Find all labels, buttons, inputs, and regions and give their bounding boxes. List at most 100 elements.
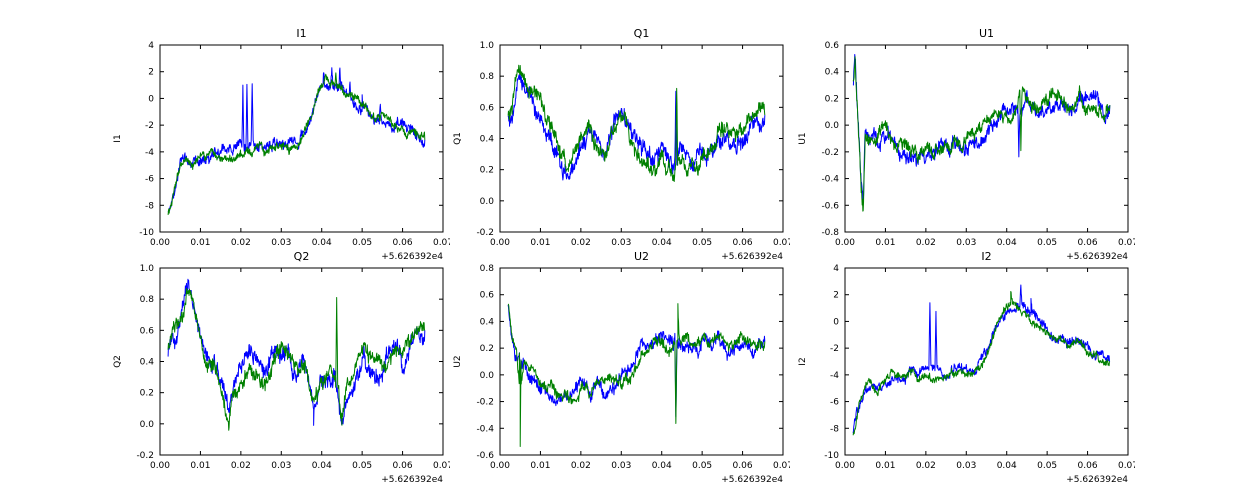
- x-tick-label: 0.07: [1118, 238, 1135, 248]
- y-tick-label: 0.2: [480, 344, 494, 354]
- x-tick-label: 0.04: [312, 238, 332, 248]
- y-tick-label: -6: [145, 175, 154, 185]
- x-tick-label: 0.00: [835, 238, 855, 248]
- y-tick-label: 0.6: [825, 41, 840, 51]
- x-tick-label: 0.04: [997, 461, 1017, 471]
- x-tick-label: 0.01: [530, 461, 550, 471]
- x-tick-label: 0.04: [997, 238, 1017, 248]
- x-tick-label: 0.03: [271, 461, 291, 471]
- x-tick-label: 0.00: [150, 461, 170, 471]
- x-tick-label: 0.00: [150, 238, 170, 248]
- axes-border: [844, 44, 1129, 233]
- y-tick-label: -4: [830, 371, 839, 381]
- x-tick-label: 0.01: [530, 238, 550, 248]
- y-tick-label: 0.4: [825, 68, 840, 78]
- subplot-u1: 0.00 0.01 0.02 0.03 0.04 0.05 0.06 0.07 -0.8 -0.6…: [785, 25, 1138, 270]
- x-tick-label: 0.04: [652, 461, 672, 471]
- x-tick-label: 0.06: [733, 238, 753, 248]
- chart-svg-u2: 0.00 0.01 0.02 0.03 0.04 0.05 0.06 0.07 -0.6 -0.4…: [453, 250, 793, 485]
- y-tick-label: 0: [833, 317, 839, 327]
- x-tick-label: 0.03: [611, 461, 631, 471]
- y-tick-label: -0.2: [476, 398, 494, 408]
- x-tick-label: 0.04: [312, 461, 332, 471]
- plot-title: Q2: [294, 250, 310, 263]
- x-tick-label: 0.07: [433, 461, 450, 471]
- x-tick-label: 0.01: [875, 461, 895, 471]
- y-tick-label: -10: [139, 228, 154, 238]
- y-tick-label: -0.4: [821, 175, 839, 185]
- x-tick-label: 0.05: [352, 238, 372, 248]
- y-tick-label: 2: [148, 68, 154, 78]
- y-axis-label: U1: [798, 132, 808, 144]
- x-offset-label: +5.626392e4: [381, 475, 443, 485]
- x-tick-label: 0.07: [1118, 461, 1135, 471]
- y-tick-label: -0.8: [821, 228, 839, 238]
- y-axis-label: I2: [798, 357, 808, 365]
- x-offset-label: +5.626392e4: [721, 252, 783, 262]
- y-tick-label: 0.6: [480, 103, 495, 113]
- y-tick-label: 0.8: [140, 295, 155, 305]
- x-tick-label: 0.04: [652, 238, 672, 248]
- y-tick-label: 2: [833, 291, 839, 301]
- y-tick-label: 0.2: [480, 166, 494, 176]
- plot-title: Q1: [634, 27, 650, 40]
- chart-svg-q2: 0.00 0.01 0.02 0.03 0.04 0.05 0.06 0.07 -0.2 0.0 0…: [113, 250, 453, 485]
- y-tick-label: -2: [145, 121, 154, 131]
- x-offset-label: +5.626392e4: [1066, 252, 1128, 262]
- subplot-u2: 0.00 0.01 0.02 0.03 0.04 0.05 0.06 0.07 -0.6 -0.4…: [440, 248, 793, 493]
- axes-background: [845, 268, 1128, 455]
- plot-title: I2: [981, 250, 991, 263]
- x-tick-label: 0.02: [231, 238, 251, 248]
- x-tick-label: 0.06: [393, 238, 413, 248]
- x-tick-label: 0.02: [916, 238, 936, 248]
- y-tick-label: 0.4: [480, 135, 495, 145]
- axes-background: [500, 268, 783, 455]
- x-tick-label: 0.05: [692, 238, 712, 248]
- x-tick-label: 0.00: [490, 461, 510, 471]
- y-tick-label: 0.2: [140, 389, 154, 399]
- chart-svg-u1: 0.00 0.01 0.02 0.03 0.04 0.05 0.06 0.07 -0.8 -0.6…: [798, 27, 1138, 262]
- series-green: [852, 291, 1111, 436]
- series-blue: [507, 74, 766, 181]
- chart-svg-i2: 0.00 0.01 0.02 0.03 0.04 0.05 0.06 0.07 -10 -8 -6 -…: [798, 250, 1138, 485]
- series-green: [167, 72, 426, 215]
- y-tick-label: 0.0: [480, 371, 495, 381]
- x-tick-label: 0.02: [571, 238, 591, 248]
- y-axis-label: I1: [113, 134, 123, 142]
- x-tick-label: 0.06: [733, 461, 753, 471]
- x-tick-label: 0.02: [571, 461, 591, 471]
- x-tick-label: 0.05: [352, 461, 372, 471]
- subplot-i1: 0.00 0.01 0.02 0.03 0.04 0.05 0.06 0.07 -10 -8 -6 -…: [100, 25, 453, 270]
- x-offset-label: +5.626392e4: [381, 252, 443, 262]
- x-tick-label: 0.01: [190, 238, 210, 248]
- y-tick-label: -2: [830, 344, 839, 354]
- y-tick-label: -0.2: [476, 228, 494, 238]
- x-tick-label: 0.05: [692, 461, 712, 471]
- y-tick-label: -6: [830, 398, 839, 408]
- x-tick-label: 0.07: [773, 238, 790, 248]
- subplot-i2: 0.00 0.01 0.02 0.03 0.04 0.05 0.06 0.07 -10 -8 -6 -…: [785, 248, 1138, 493]
- x-tick-label: 0.02: [231, 461, 251, 471]
- y-tick-label: 0.0: [480, 197, 495, 207]
- y-tick-label: 1.0: [480, 41, 495, 51]
- series-blue: [507, 304, 766, 418]
- x-tick-label: 0.07: [773, 461, 790, 471]
- x-tick-label: 0.01: [875, 238, 895, 248]
- y-tick-label: 1.0: [140, 264, 155, 274]
- x-tick-label: 0.07: [433, 238, 450, 248]
- x-tick-label: 0.01: [190, 461, 210, 471]
- y-tick-label: 0.6: [480, 291, 495, 301]
- y-tick-label: 0.8: [480, 264, 495, 274]
- y-tick-label: 0.0: [140, 420, 155, 430]
- y-tick-label: -8: [145, 201, 154, 211]
- y-tick-label: 4: [833, 264, 839, 274]
- y-tick-label: 0.4: [480, 317, 495, 327]
- y-axis-label: U2: [453, 355, 463, 367]
- y-tick-label: 4: [148, 41, 154, 51]
- y-tick-label: 0.2: [825, 94, 839, 104]
- x-offset-label: +5.626392e4: [721, 475, 783, 485]
- y-tick-label: -4: [145, 148, 154, 158]
- x-tick-label: 0.05: [1037, 461, 1057, 471]
- y-axis-label: Q2: [113, 355, 123, 368]
- series-blue: [167, 67, 426, 213]
